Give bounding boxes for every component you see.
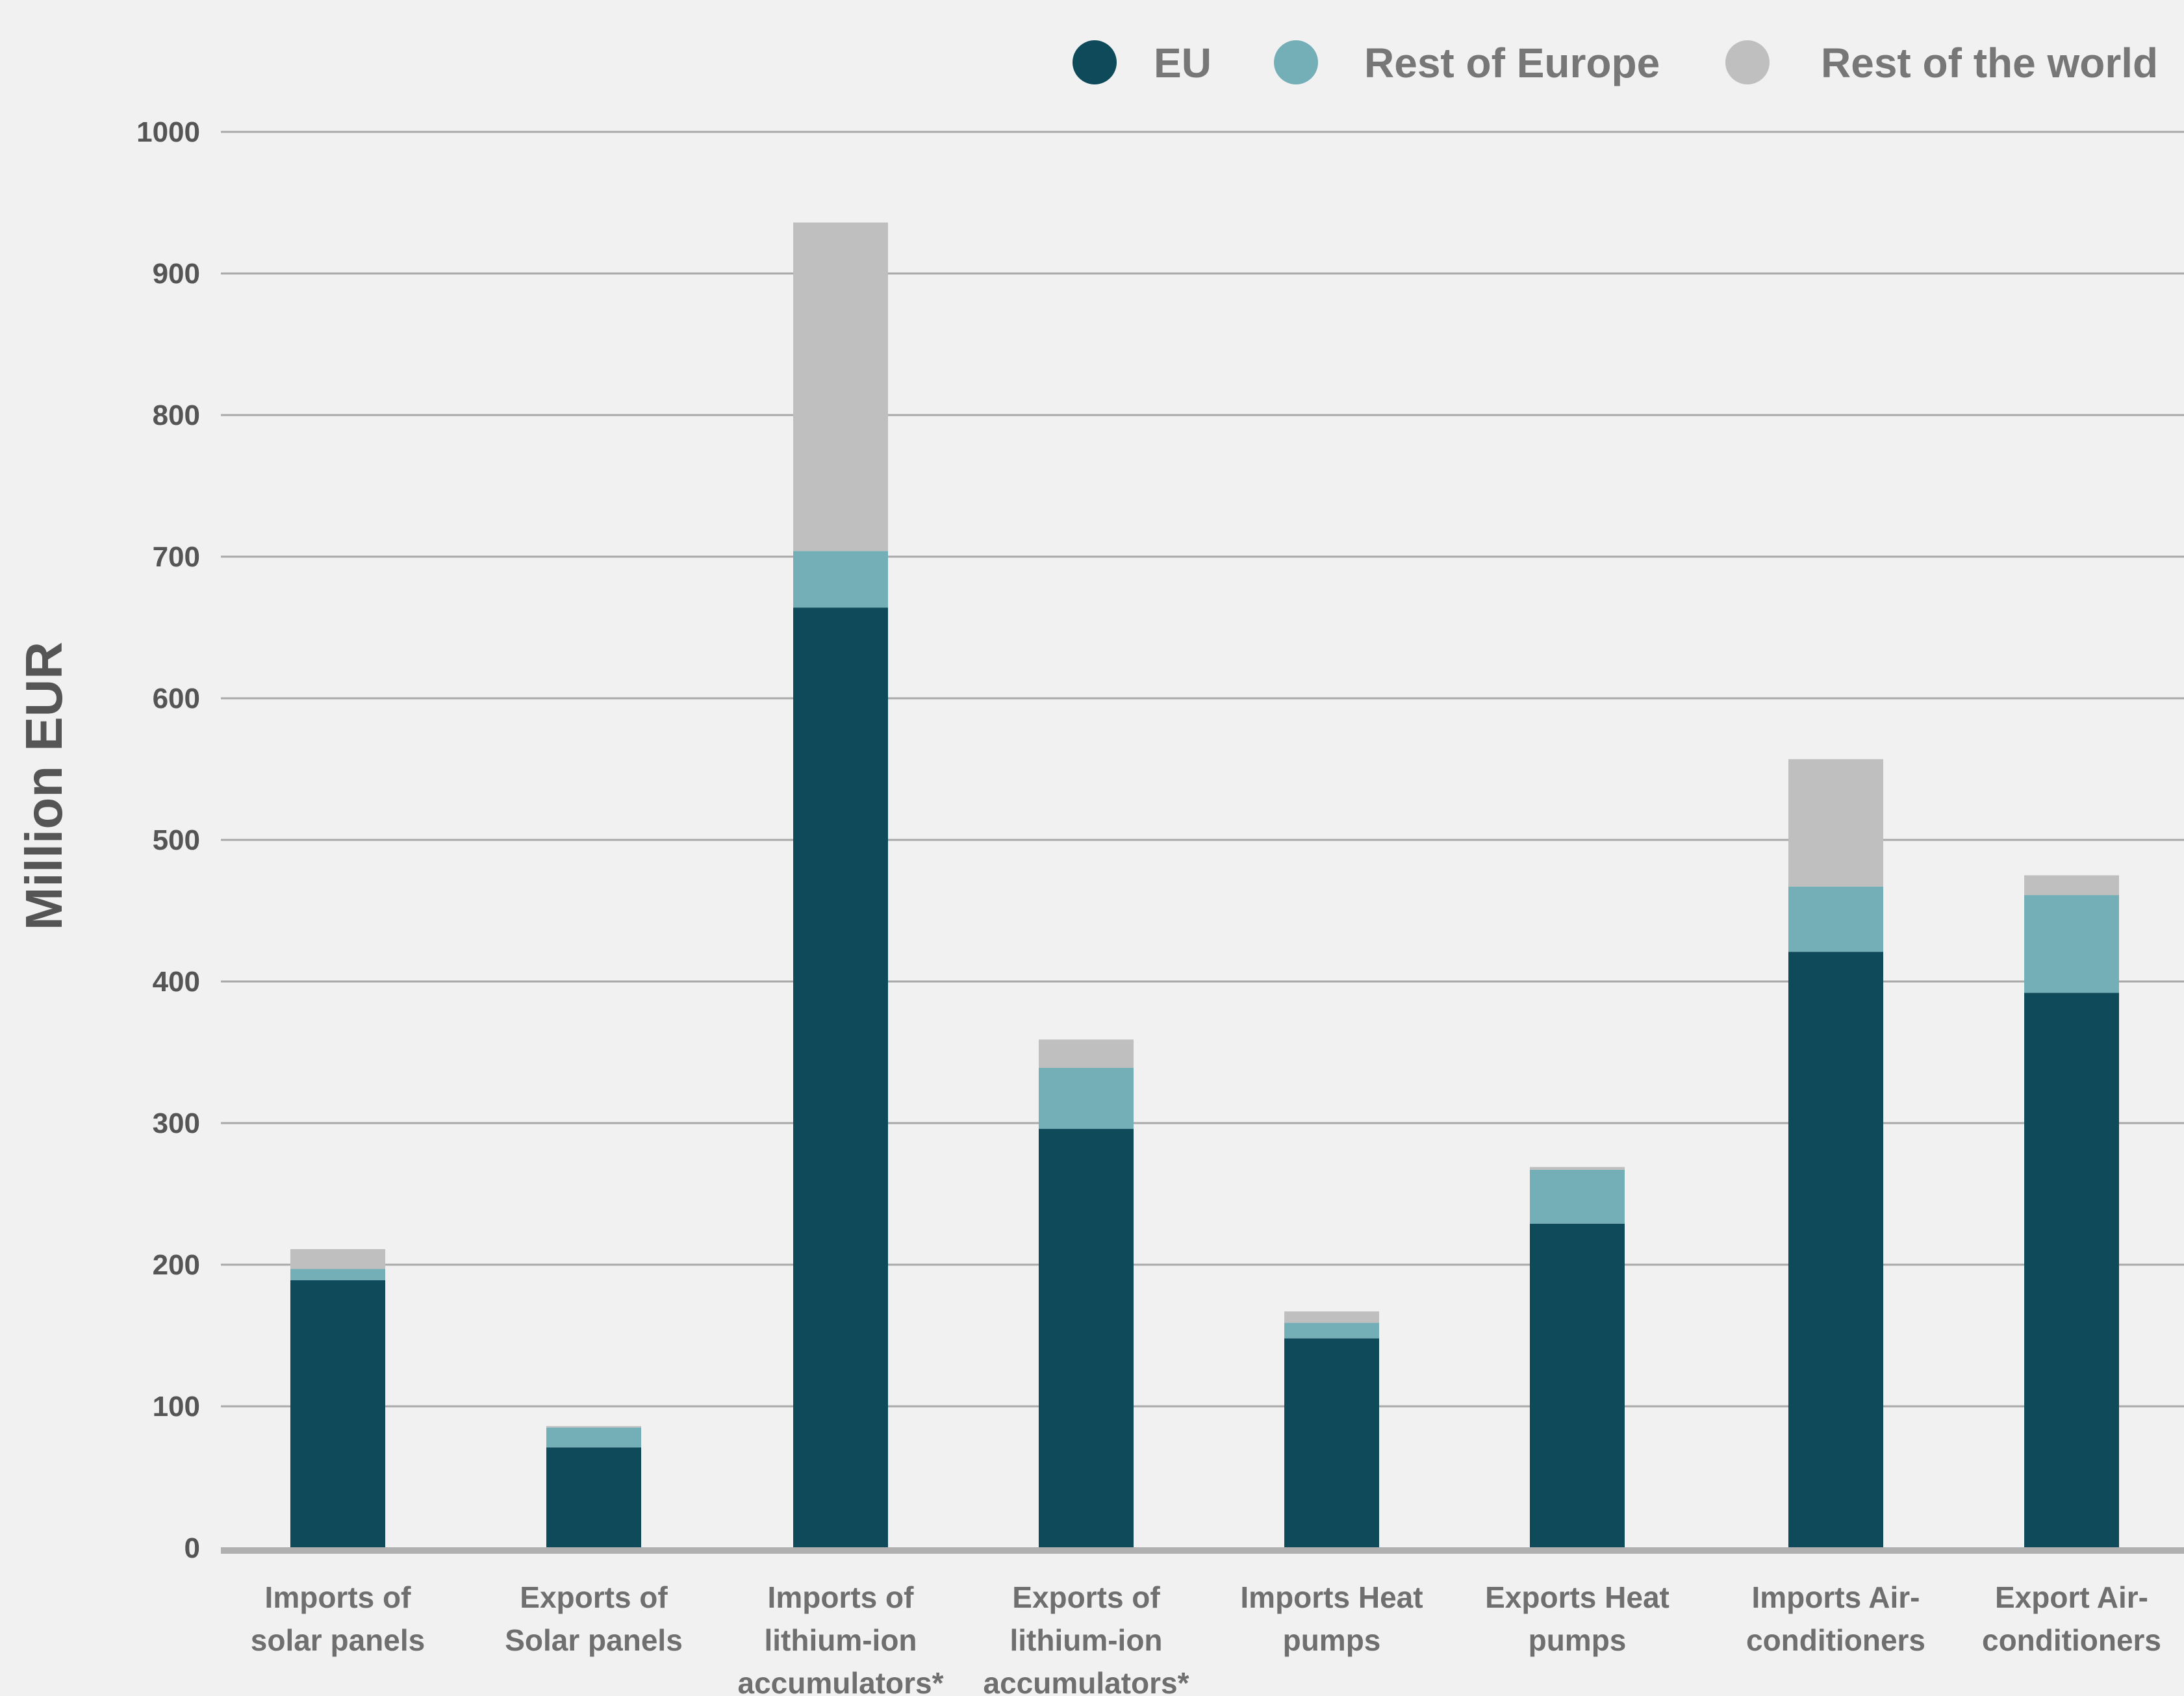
y-tick-label: 0 [184,1532,200,1564]
bar-segment [290,1249,385,1269]
legend: EU Rest of Europe Rest of the world [1073,40,2158,86]
y-tick-label: 800 [153,399,200,431]
y-tick-label: 600 [153,683,200,715]
legend-swatch [1725,40,1770,84]
x-tick-label: Export Air-conditioners [1982,1580,2161,1657]
bar-segment [290,1269,385,1280]
bar-segment [793,222,888,551]
y-tick-label: 300 [153,1107,200,1139]
x-tick-label: Imports of solar panels [251,1580,425,1657]
legend-swatch [1274,40,1318,84]
bar-segment [1284,1338,1379,1548]
y-tick-label: 700 [153,541,200,573]
y-tick-label: 100 [153,1391,200,1423]
bar-segment [1284,1311,1379,1323]
gridlines [221,131,2184,1408]
bar-segment [546,1427,641,1448]
bar-segment [546,1447,641,1548]
y-axis-title: Million EUR [15,642,73,930]
x-tick-label: Imports Air-conditioners [1746,1580,1925,1657]
bar-segment [1788,886,1883,952]
bar-segment [793,607,888,1548]
y-axis-tick-labels: 0 100 200 300 400 500 600 700 800 900 1000 [136,116,200,1564]
bar-segment [1788,759,1883,887]
legend-label: Rest of Europe [1364,40,1660,86]
legend-swatch [1073,40,1117,84]
x-axis-category-labels: Imports of solar panels Exports of Solar pa… [251,1580,2161,1696]
bar-segment [2024,875,2119,896]
bar-segment [1284,1323,1379,1339]
y-tick-label: 500 [153,824,200,856]
y-tick-label: 1000 [136,116,200,148]
bar-segment [793,551,888,608]
bar-segment [1530,1167,1625,1170]
bar-segment [290,1280,385,1548]
x-tick-label: Exports of Solar panels [505,1580,683,1657]
y-tick-label: 400 [153,966,200,998]
bars [290,222,2119,1548]
bar-segment [1039,1128,1134,1548]
bar-segment [1530,1169,1625,1224]
y-tick-label: 900 [153,258,200,290]
bar-segment [2024,895,2119,993]
x-tick-label: Imports of lithium-ion accumulators* [737,1580,943,1696]
y-tick-label: 200 [153,1249,200,1281]
legend-label: EU [1154,40,1212,86]
bar-segment [1039,1067,1134,1129]
bar-segment [1788,952,1883,1548]
bar-segment [546,1426,641,1428]
x-tick-label: Exports Heat pumps [1485,1580,1670,1657]
x-tick-label: Exports of lithium-ion accumulators* [983,1580,1189,1696]
bar-segment [1039,1039,1134,1068]
bar-segment [2024,993,2119,1548]
bar-segment [1530,1223,1625,1548]
x-tick-label: Imports Heat pumps [1240,1580,1423,1657]
legend-label: Rest of the world [1821,40,2158,86]
